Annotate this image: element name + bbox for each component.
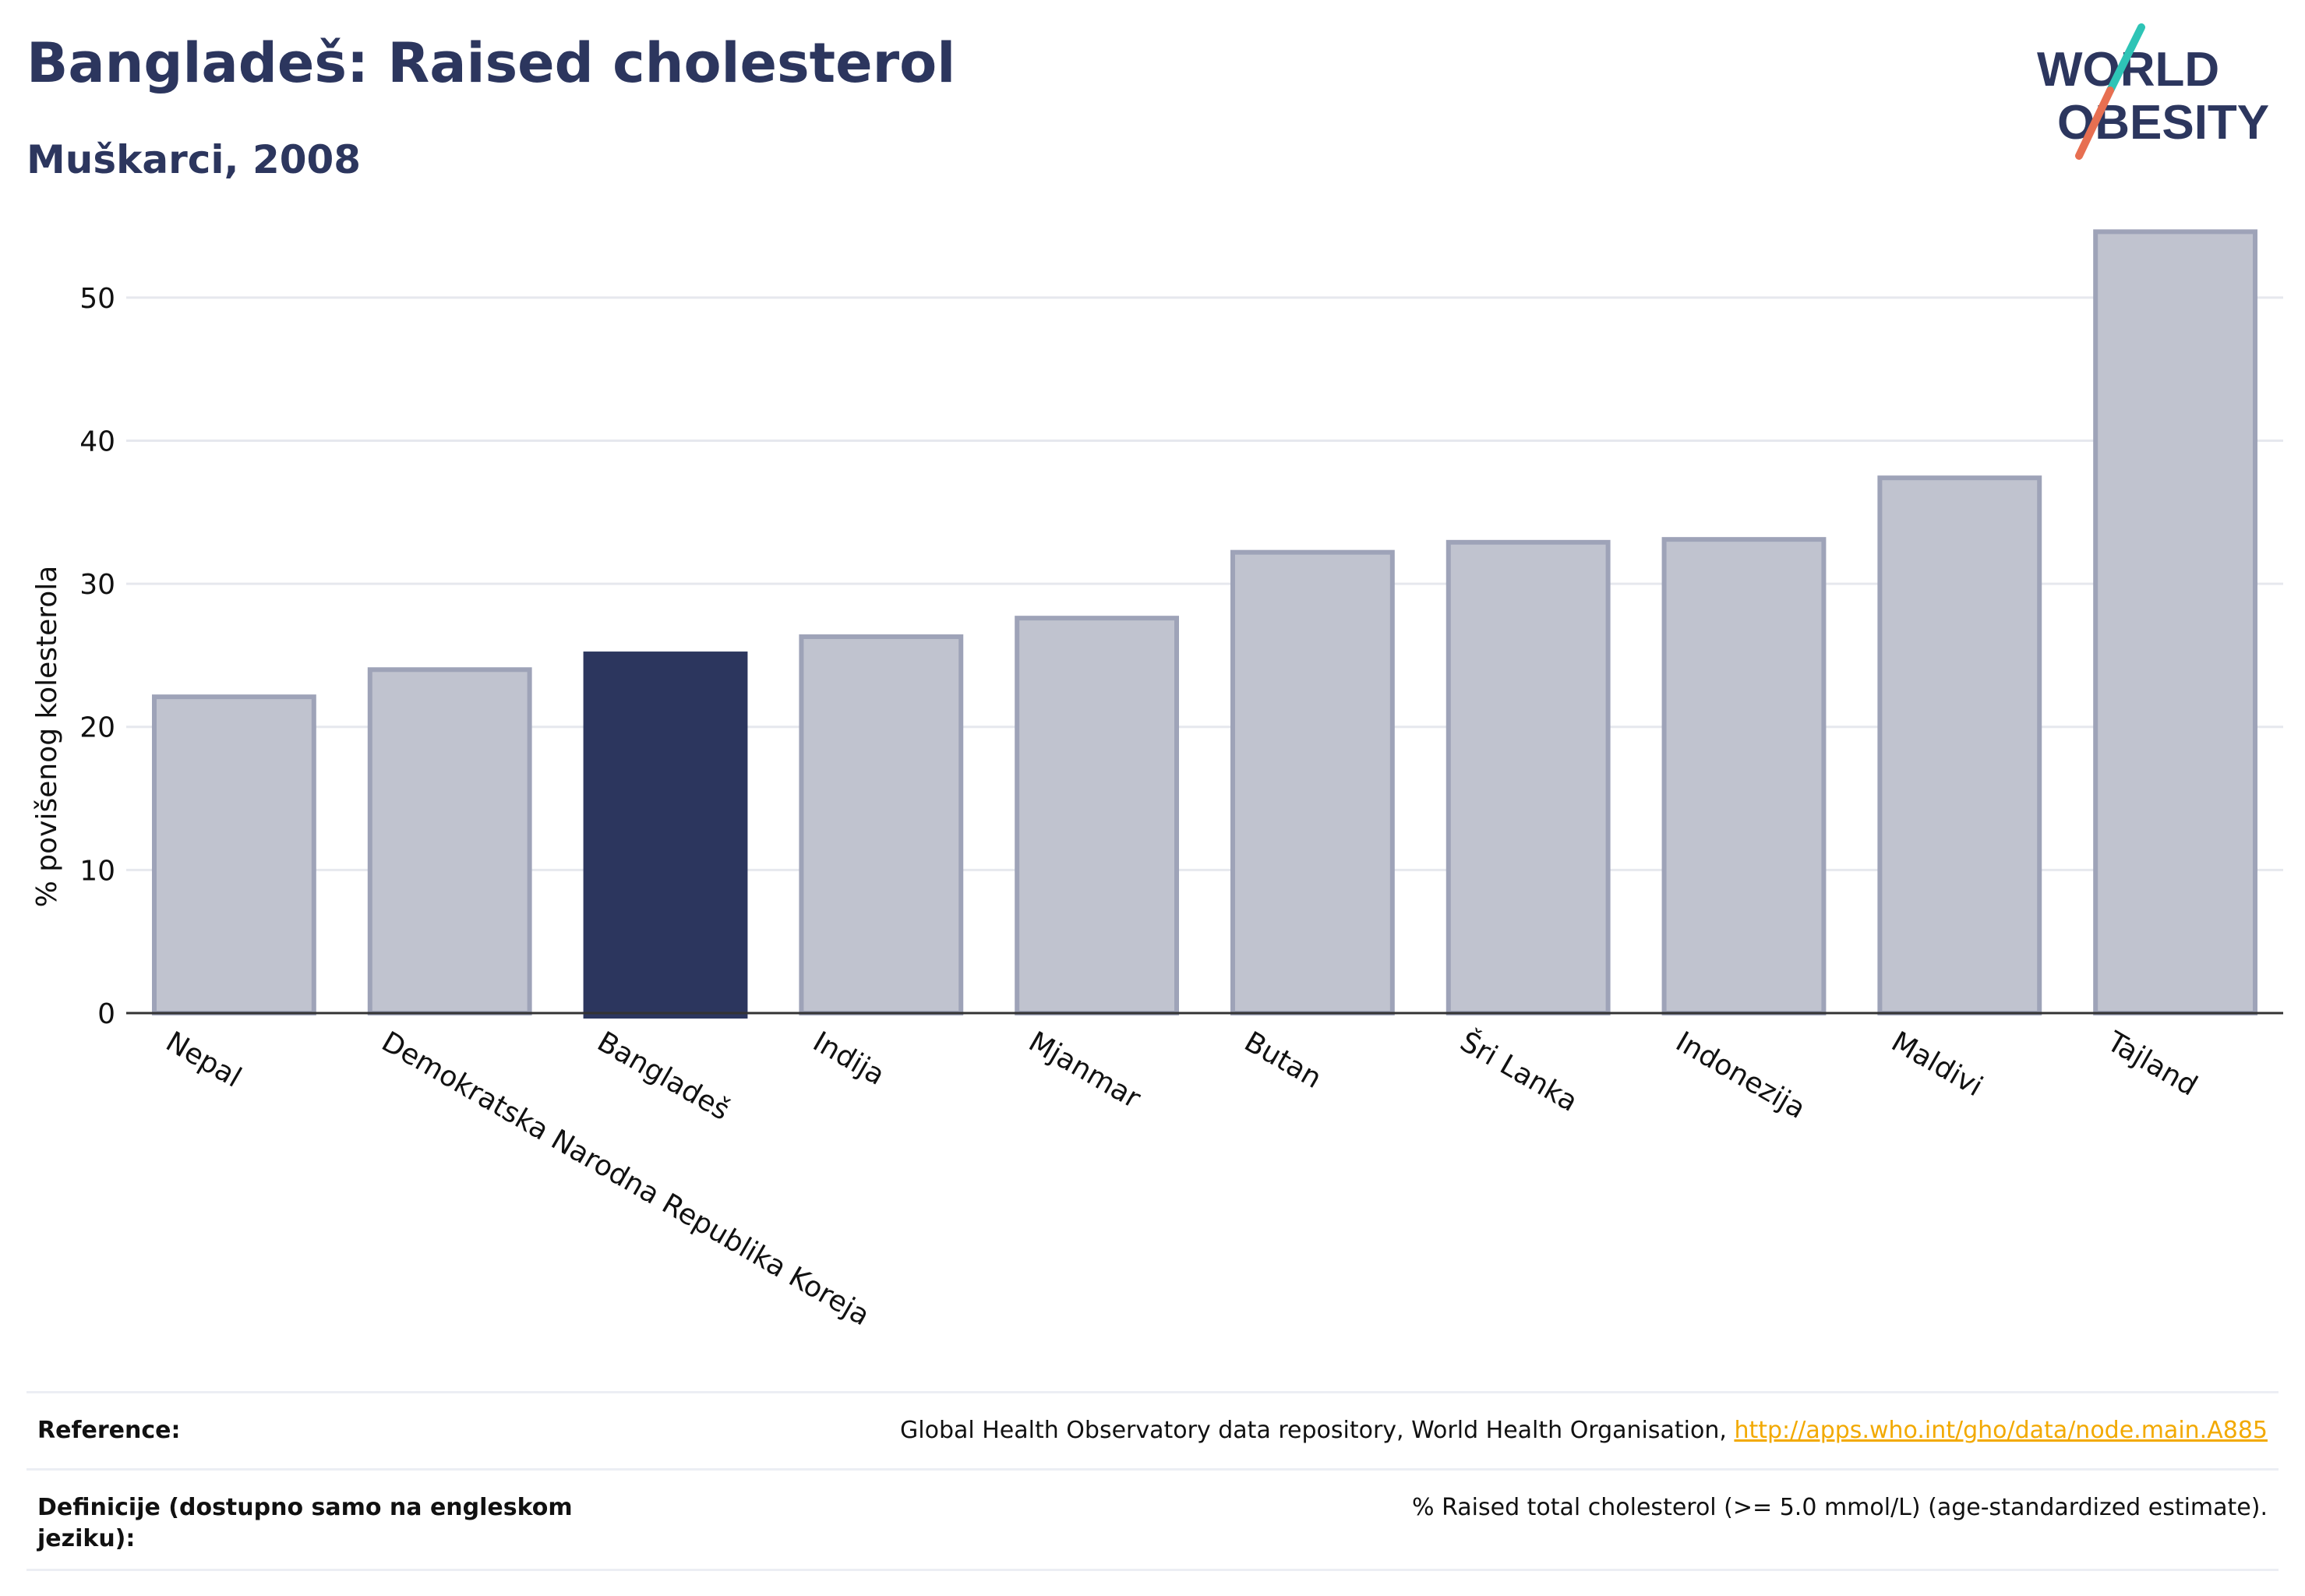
- x-category-label: Tajland: [2101, 1026, 2202, 1103]
- definition-text: % Raised total cholesterol (>= 5.0 mmol/…: [1412, 1494, 2268, 1521]
- x-category-label: Indonezija: [1671, 1026, 1811, 1125]
- definition-row: Definicije (dostupno samo na engleskom j…: [26, 1468, 2279, 1571]
- y-tick-label: 50: [79, 283, 115, 315]
- bars: [151, 229, 2258, 1019]
- chart-subtitle: Muškarci, 2008: [26, 137, 362, 182]
- y-tick-label: 40: [79, 425, 115, 457]
- bar-6[interactable]: [1445, 539, 1611, 1015]
- bar-1[interactable]: [367, 667, 532, 1015]
- reference-row: Reference: Global Health Observatory dat…: [26, 1391, 2279, 1468]
- x-category-label: Butan: [1239, 1026, 1327, 1095]
- bar-9[interactable]: [2093, 229, 2258, 1015]
- reference-label: Reference:: [37, 1417, 181, 1444]
- y-tick-label: 30: [79, 569, 115, 601]
- bar-5[interactable]: [1230, 549, 1395, 1015]
- reference-value: Global Health Observatory data repositor…: [900, 1415, 2268, 1446]
- chart-title: Bangladeš: Raised cholesterol: [26, 31, 956, 95]
- x-category-labels: Nepal Demokratska Narodna Republika Korej…: [161, 1025, 2203, 1332]
- reference-table: Reference: Global Health Observatory dat…: [26, 1391, 2279, 1571]
- logo-slash-coral: [2075, 87, 2114, 160]
- x-category-label: Indija: [807, 1026, 890, 1092]
- definition-label: Definicije (dostupno samo na engleskom j…: [37, 1494, 573, 1552]
- bar-3[interactable]: [799, 634, 964, 1015]
- bar-2[interactable]: [583, 651, 748, 1019]
- x-category-label: Šri Lanka: [1455, 1025, 1583, 1118]
- reference-link[interactable]: http://apps.who.int/gho/data/node.main.A…: [1734, 1417, 2268, 1444]
- x-category-label: Bangladeš: [592, 1026, 736, 1127]
- y-tick-labels: 0 10 20 30 40 50: [79, 283, 115, 1030]
- y-axis-label: % povišenog kolesterola: [31, 566, 63, 908]
- bar-chart: 0 10 20 30 40 50 Nepal Demokratska Narodna Rep…: [31, 229, 2283, 1332]
- x-category-label: Nepal: [161, 1026, 247, 1094]
- y-tick-label: 10: [79, 855, 115, 887]
- bar-4[interactable]: [1015, 616, 1180, 1015]
- y-tick-label: 0: [97, 998, 115, 1030]
- y-tick-label: 20: [79, 712, 115, 744]
- bar-8[interactable]: [1877, 475, 2042, 1015]
- x-category-label: Maldivi: [1886, 1026, 1988, 1103]
- logo-slash-teal: [2106, 23, 2145, 94]
- bar-0[interactable]: [151, 694, 316, 1015]
- bar-7[interactable]: [1661, 537, 1827, 1015]
- x-category-label: Mjanmar: [1023, 1026, 1145, 1115]
- reference-text: Global Health Observatory data repositor…: [900, 1417, 1735, 1444]
- world-obesity-logo[interactable]: WORLD OBESITY: [2026, 23, 2291, 171]
